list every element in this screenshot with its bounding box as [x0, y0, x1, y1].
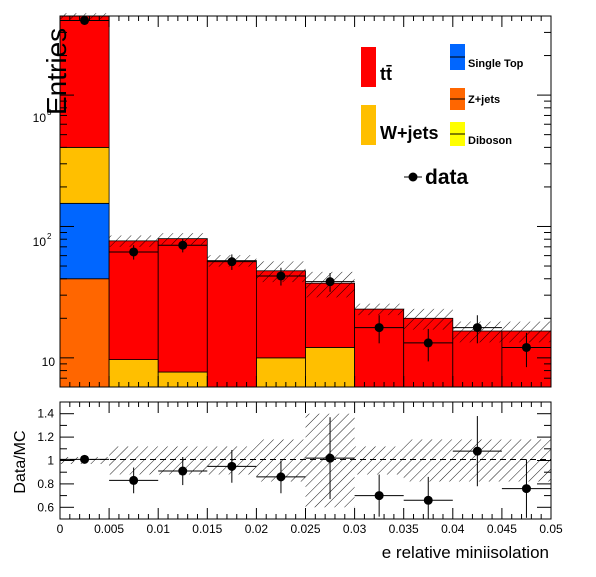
legend-label-zjets: Z+jets — [468, 94, 500, 106]
ratio-panel: 0.6 0.8 1 1.2 1.4 0 0.005 0.01 0.015 0.02 0.025 0.… — [12, 401, 563, 562]
x-tick-label: 0.04 — [441, 522, 465, 536]
ratio-point — [521, 484, 531, 494]
x-tick-label: 0.045 — [487, 522, 517, 536]
x-tick-label: 0.02 — [245, 522, 269, 536]
x-tick-label: 0.01 — [147, 522, 171, 536]
data-point — [129, 247, 139, 257]
x-tick-label: 0.025 — [290, 522, 320, 536]
data-point — [374, 323, 384, 333]
ratio-x-ticks — [59, 402, 552, 519]
legend-label-data: data — [425, 166, 469, 189]
main-y-axis-title: Entries — [41, 28, 72, 115]
legend-swatch-wjets — [361, 105, 376, 145]
ratio-point — [423, 495, 433, 505]
legend-swatch-ttbar — [361, 47, 376, 87]
ratio-point — [374, 491, 384, 501]
y-tick-label: 10 — [42, 355, 56, 369]
legend-label-singletop: Single Top — [468, 58, 524, 70]
ratio-band-bin — [354, 446, 404, 475]
mc-uncertainty-bin — [403, 308, 453, 330]
data-point — [472, 323, 482, 333]
stacked-bars — [59, 15, 552, 388]
legend-label-ttbar: tt̄ — [380, 64, 392, 84]
mc-uncertainty-bin — [501, 321, 551, 343]
bar-segment — [157, 371, 208, 388]
ratio-point — [129, 475, 139, 485]
ratio-point — [227, 461, 237, 471]
ratio-points — [60, 416, 551, 519]
bar-segment — [59, 146, 110, 204]
legend-label-wjets: W+jets — [380, 123, 439, 143]
bar-segment — [157, 238, 208, 373]
ratio-y-tick-label: 1.2 — [37, 430, 54, 444]
main-panel: Entries 10 10 2 10 3 — [33, 13, 552, 388]
bar-segment — [305, 347, 355, 388]
bar-segment — [206, 260, 257, 388]
x-axis-title: e relative miniisolation — [382, 543, 549, 562]
main-x-ticks — [59, 16, 552, 387]
ratio-point — [276, 472, 286, 482]
bar-segment — [108, 359, 159, 388]
ratio-point — [325, 453, 335, 463]
data-point — [227, 257, 237, 267]
ratio-y-tick-labels: 0.6 0.8 1 1.2 1.4 — [37, 407, 54, 515]
legend: tt̄ W+jets data Single Top Z+jets Diboso… — [361, 44, 524, 189]
ratio-y-tick-label: 0.8 — [37, 477, 54, 491]
bar-segment — [59, 278, 110, 388]
x-tick-label: 0 — [57, 522, 64, 536]
bar-segment — [108, 240, 159, 360]
x-tick-label: 0.035 — [389, 522, 419, 536]
ratio-y-axis-title: Data/MC — [12, 430, 29, 493]
ratio-point — [178, 466, 188, 476]
mc-uncertainty-bin — [354, 303, 404, 316]
x-tick-labels: 0 0.005 0.01 0.015 0.02 0.025 0.03 0.035 0.04 0.0… — [57, 522, 563, 536]
ratio-y-tick-label: 1 — [47, 454, 54, 468]
bar-segment — [255, 357, 306, 388]
data-point — [325, 277, 335, 287]
ratio-point — [472, 446, 482, 456]
ratio-y-tick-label: 1.4 — [37, 407, 54, 421]
data-point — [80, 15, 90, 25]
y-tick-label: 10 — [33, 111, 47, 125]
x-tick-label: 0.03 — [343, 522, 367, 536]
x-tick-label: 0.005 — [94, 522, 124, 536]
mc-uncertainty-bin — [109, 235, 159, 247]
bar-segment — [59, 202, 110, 280]
data-point — [423, 338, 433, 348]
y-tick-label: 10 — [33, 235, 47, 249]
x-tick-label: 0.015 — [192, 522, 222, 536]
ratio-y-ticks — [60, 401, 551, 520]
bar-segment — [59, 15, 110, 148]
legend-label-diboson: Diboson — [468, 135, 512, 147]
y-tick-exponent: 3 — [47, 108, 52, 117]
data-point — [178, 240, 188, 250]
ratio-y-tick-label: 0.6 — [37, 500, 54, 514]
data-point — [521, 342, 531, 352]
data-points — [60, 15, 551, 368]
ratio-point — [80, 454, 90, 464]
ratio-band-bin — [403, 439, 453, 482]
y-tick-exponent: 2 — [47, 232, 52, 241]
main-y-ticks — [60, 15, 551, 388]
x-tick-label: 0.05 — [539, 522, 563, 536]
data-point — [276, 271, 286, 281]
legend-marker-data — [408, 172, 418, 182]
